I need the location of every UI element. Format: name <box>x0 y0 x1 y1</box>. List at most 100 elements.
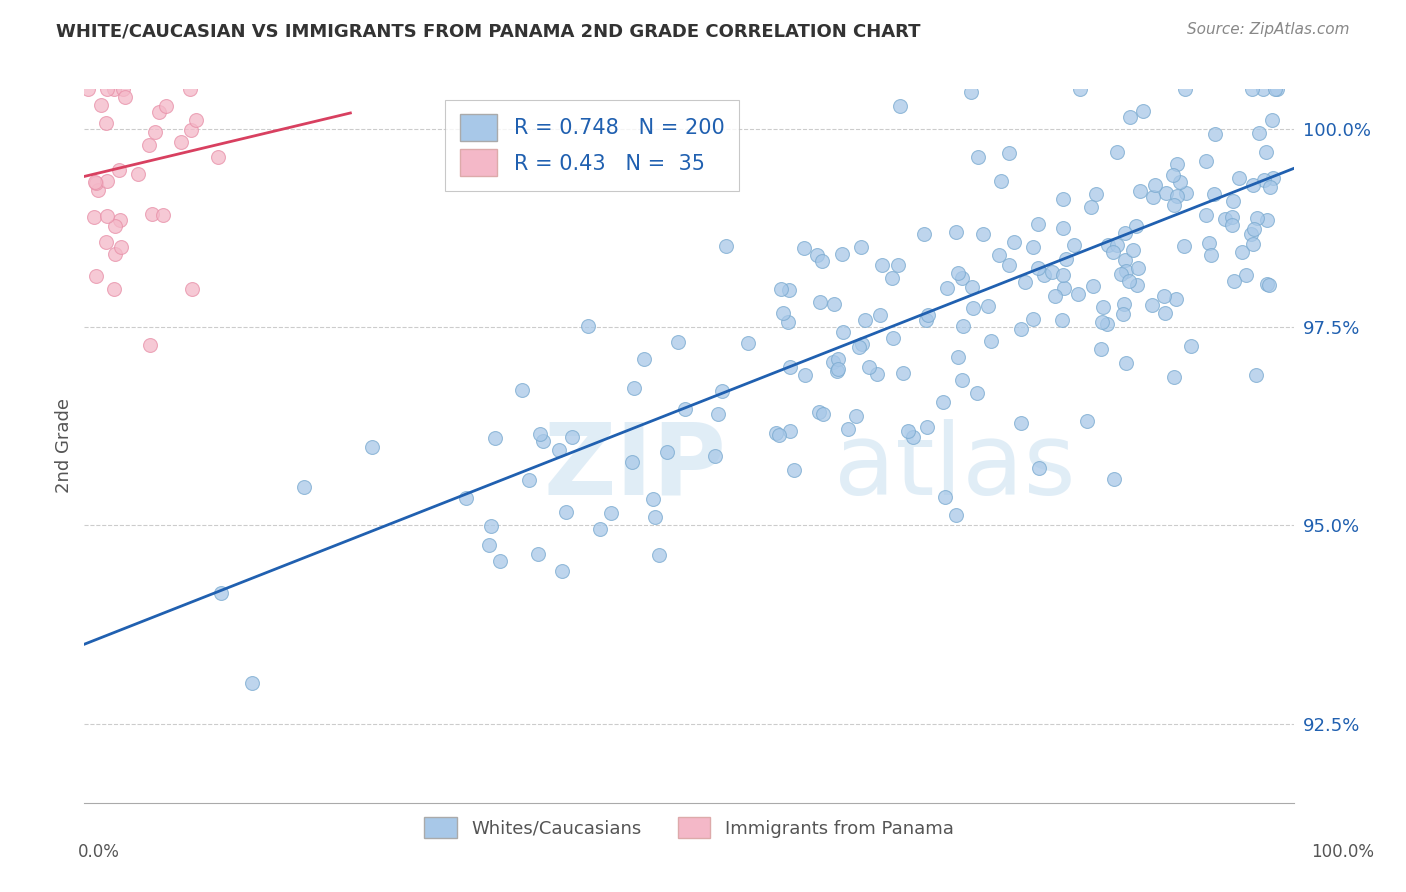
Point <box>1166 157 1188 171</box>
Text: 0.0%: 0.0% <box>77 843 120 861</box>
Point <box>880 270 903 285</box>
Point <box>827 351 849 366</box>
Point <box>1107 238 1129 252</box>
Point <box>114 89 136 103</box>
Text: atlas: atlas <box>834 419 1076 516</box>
Point <box>858 359 880 374</box>
Point <box>1243 222 1265 236</box>
Point <box>1194 154 1216 169</box>
Point <box>103 82 125 96</box>
Point <box>1129 184 1152 198</box>
Point <box>845 409 868 424</box>
Point <box>479 519 502 533</box>
Point <box>623 381 645 395</box>
Point <box>997 146 1019 161</box>
Point <box>960 280 983 294</box>
Point <box>90 98 112 112</box>
Point <box>1144 178 1167 193</box>
Point <box>1230 245 1253 260</box>
Point <box>897 424 920 438</box>
Point <box>779 359 801 374</box>
Point <box>1053 281 1076 295</box>
Point <box>1084 187 1107 202</box>
Point <box>1118 110 1140 124</box>
Point <box>1010 322 1032 336</box>
Point <box>633 351 655 366</box>
Point <box>1154 306 1177 320</box>
Point <box>1132 104 1154 119</box>
Point <box>138 137 160 152</box>
Point <box>1251 82 1274 96</box>
Point <box>1142 297 1164 311</box>
Point <box>1090 342 1112 356</box>
Point <box>827 362 849 376</box>
Point <box>292 480 315 494</box>
Point <box>152 208 174 222</box>
Point <box>772 306 794 320</box>
Point <box>517 473 540 487</box>
Point <box>1109 267 1132 281</box>
Point <box>141 207 163 221</box>
Point <box>980 334 1002 348</box>
Point <box>1142 189 1164 203</box>
Point <box>179 82 201 96</box>
Point <box>972 227 994 242</box>
Point <box>765 425 787 440</box>
Point <box>1180 339 1202 353</box>
Point <box>477 538 499 552</box>
Point <box>1253 173 1275 187</box>
Point <box>1122 243 1144 257</box>
Point <box>1168 175 1191 189</box>
Point <box>831 246 853 260</box>
Point <box>1063 238 1085 252</box>
Point <box>531 434 554 448</box>
Point <box>1028 260 1050 275</box>
Point <box>1241 178 1264 192</box>
Point <box>952 318 974 333</box>
Point <box>600 506 623 520</box>
Point <box>127 167 149 181</box>
Point <box>1264 82 1286 96</box>
Point <box>1052 221 1074 235</box>
Point <box>550 564 572 578</box>
Point <box>1091 300 1114 314</box>
Point <box>84 176 107 190</box>
Point <box>666 334 689 349</box>
Point <box>1244 368 1267 383</box>
Point <box>1204 187 1226 202</box>
Point <box>103 282 125 296</box>
Point <box>184 112 207 127</box>
Point <box>484 431 506 445</box>
Point <box>882 331 904 345</box>
Point <box>1247 126 1270 140</box>
Point <box>112 82 135 96</box>
Point <box>851 337 873 351</box>
Point <box>1258 179 1281 194</box>
Point <box>832 325 855 339</box>
Point <box>1067 286 1090 301</box>
Point <box>576 318 599 333</box>
Point <box>1080 200 1102 214</box>
Point <box>1050 313 1073 327</box>
Point <box>77 82 100 96</box>
Point <box>1256 213 1278 227</box>
Point <box>848 340 870 354</box>
Point <box>1102 471 1125 485</box>
Point <box>1240 227 1263 242</box>
Point <box>853 313 876 327</box>
Point <box>1040 265 1063 279</box>
Point <box>139 337 162 351</box>
Point <box>1028 217 1050 231</box>
Point <box>1022 312 1045 326</box>
Point <box>1153 288 1175 302</box>
Text: ZIP: ZIP <box>544 419 727 516</box>
Point <box>1118 274 1140 288</box>
Point <box>1220 219 1243 233</box>
Point <box>825 364 848 378</box>
Point <box>1126 260 1149 275</box>
Point <box>1091 315 1114 329</box>
Point <box>1052 268 1074 282</box>
Point <box>510 384 533 398</box>
Point <box>454 491 477 505</box>
Point <box>489 554 512 568</box>
